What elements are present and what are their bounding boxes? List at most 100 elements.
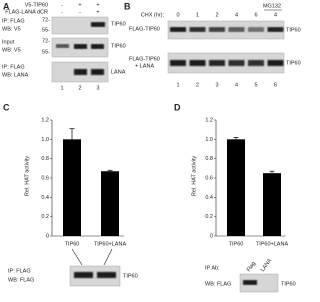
band <box>97 272 116 278</box>
target: TIP60 <box>111 21 126 27</box>
lane-number: 1 <box>60 85 63 91</box>
ip-label: IP Ab: <box>205 265 220 271</box>
target: TIP60 <box>286 60 301 66</box>
target: TIP60 <box>111 43 126 49</box>
y-tick-label: 1.0 <box>205 137 213 143</box>
time-point: 1 <box>196 12 199 18</box>
arrow <box>103 248 113 266</box>
condition: V5-TIP60 <box>25 2 48 8</box>
y-tick-label: 0.2 <box>41 214 49 220</box>
panel-b: B MG132 CHX (hr): FLAG-TIP60 TIP60 FLAG-… <box>124 1 301 74</box>
wb-label: WB: LANA <box>2 72 29 78</box>
bar <box>263 173 281 236</box>
target: TIP60 <box>286 27 301 33</box>
bar <box>101 171 119 236</box>
band <box>209 60 225 66</box>
panel-label: B <box>124 1 131 11</box>
band <box>74 69 87 75</box>
y-tick-label: 0.2 <box>205 214 213 220</box>
lane-number: 5 <box>254 82 257 88</box>
band <box>170 60 186 66</box>
band <box>209 27 225 32</box>
panel-a: A V5-TIP60 FLAG-LANA dCR - + + - - + IP:… <box>2 1 126 91</box>
lane-number: 3 <box>215 82 218 88</box>
marker: 55- <box>42 49 50 55</box>
sign: + <box>96 9 99 15</box>
x-tick-label: TIP60+LANA <box>256 241 289 247</box>
y-tick-label: 0.4 <box>205 195 213 201</box>
x-tick-label: TIP60+LANA <box>94 241 127 247</box>
time-point: 6 <box>254 12 257 18</box>
wb-label: WB: FLAG <box>205 281 231 287</box>
blot <box>167 52 285 74</box>
band <box>91 69 104 75</box>
y-tick-label: 1.2 <box>205 117 213 123</box>
y-tick-label: 1.0 <box>41 137 49 143</box>
blot <box>239 273 279 293</box>
wb-label: WB: V5 <box>2 26 21 32</box>
ip-label: IP: FLAG <box>2 64 25 70</box>
lane-label: LANA <box>260 257 273 272</box>
sign: - <box>61 2 63 8</box>
bar <box>63 139 81 236</box>
lane-number: 4 <box>235 82 238 88</box>
y-tick-label: 0.8 <box>41 156 49 162</box>
lane-number: 6 <box>274 82 277 88</box>
panel-label: A <box>3 1 10 11</box>
lane-number: 2 <box>78 85 81 91</box>
band <box>267 27 284 32</box>
band <box>189 60 206 66</box>
y-tick-label: 0.6 <box>205 175 213 181</box>
marker: 72- <box>42 17 50 23</box>
y-axis-label: Rel. HAT activity <box>191 156 197 196</box>
panel-label: C <box>3 102 10 112</box>
ip-label: IP: FLAG <box>2 18 25 24</box>
band <box>228 60 245 66</box>
time-point: 2 <box>215 12 218 18</box>
band <box>189 27 206 32</box>
y-tick-label: 0.4 <box>41 195 49 201</box>
sample-label: FLAG-TIP60 <box>129 26 160 32</box>
blot <box>69 265 121 287</box>
marker: 72- <box>42 38 50 44</box>
ip-label: IP: FLAG <box>8 268 31 274</box>
sign: + <box>78 2 81 8</box>
lane-number: 2 <box>196 82 199 88</box>
y-tick-label: 0 <box>210 233 213 239</box>
blot <box>167 20 285 40</box>
y-tick-label: 0 <box>46 233 49 239</box>
condition: FLAG-LANA dCR <box>5 9 48 15</box>
wb-label: WB: FLAG <box>8 277 34 283</box>
band <box>56 44 69 48</box>
target: LANA <box>111 69 126 75</box>
band <box>91 44 104 49</box>
band <box>74 44 87 49</box>
blot <box>51 16 109 35</box>
x-tick-label: TIP60 <box>65 241 80 247</box>
band <box>170 27 186 32</box>
bar <box>227 139 245 236</box>
time-point: 0 <box>176 12 179 18</box>
marker: 55- <box>42 27 50 33</box>
time-point: 4 <box>235 12 238 18</box>
y-axis-label: Rel. HAT activity <box>24 156 30 196</box>
wb-label: WB: V5 <box>2 47 21 53</box>
band <box>243 280 257 285</box>
band <box>74 272 93 278</box>
lane-label: Flag <box>246 261 257 273</box>
sign: - <box>79 9 81 15</box>
y-tick-label: 0.6 <box>41 175 49 181</box>
y-tick-label: 1.2 <box>41 117 49 123</box>
band <box>228 27 245 32</box>
target: TIP60 <box>281 281 296 287</box>
inhibitor: MG132 <box>263 3 281 9</box>
band <box>91 22 105 27</box>
panel-c: C Rel. HAT activity IP: FLAG WB: FLAG TI… <box>3 102 138 287</box>
target: TIP60 <box>123 273 138 279</box>
sign: + <box>96 2 99 8</box>
sample-label: FLAG-TIP60 <box>129 56 160 62</box>
y-tick-label: 0.8 <box>205 156 213 162</box>
lane-number: 1 <box>176 82 179 88</box>
sign: - <box>61 9 63 15</box>
